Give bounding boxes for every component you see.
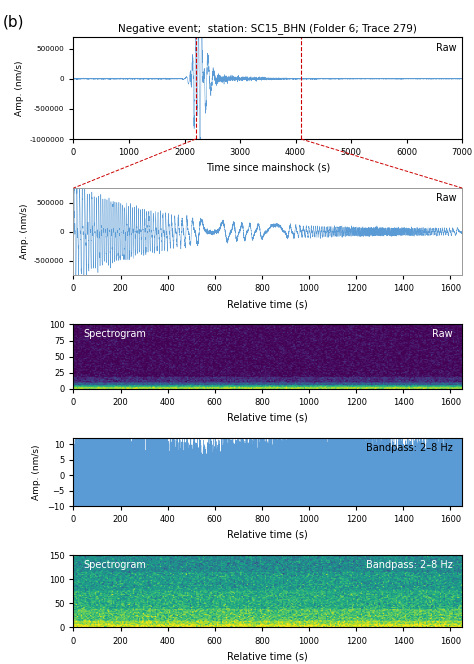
Title: Negative event;  station: SC15_BHN (Folder 6; Trace 279): Negative event; station: SC15_BHN (Folde… <box>118 23 417 34</box>
Text: Bandpass: 2–8 Hz: Bandpass: 2–8 Hz <box>365 443 452 453</box>
Text: Raw: Raw <box>436 42 456 52</box>
Y-axis label: Amp. (nm/s): Amp. (nm/s) <box>19 204 28 260</box>
Y-axis label: Amp. (nm/s): Amp. (nm/s) <box>32 444 41 500</box>
X-axis label: Relative time (s): Relative time (s) <box>228 651 308 661</box>
Text: Raw: Raw <box>436 193 456 203</box>
X-axis label: Relative time (s): Relative time (s) <box>228 530 308 540</box>
Y-axis label: Amp. (nm/s): Amp. (nm/s) <box>15 60 24 116</box>
X-axis label: Relative time (s): Relative time (s) <box>228 299 308 309</box>
Text: Bandpass: 2–8 Hz: Bandpass: 2–8 Hz <box>365 560 452 570</box>
Text: Spectrogram: Spectrogram <box>83 329 146 339</box>
Text: (b): (b) <box>2 15 24 30</box>
Text: Raw: Raw <box>432 329 452 339</box>
X-axis label: Relative time (s): Relative time (s) <box>228 412 308 422</box>
X-axis label: Time since mainshock (s): Time since mainshock (s) <box>206 163 330 173</box>
Text: Spectrogram: Spectrogram <box>83 560 146 570</box>
